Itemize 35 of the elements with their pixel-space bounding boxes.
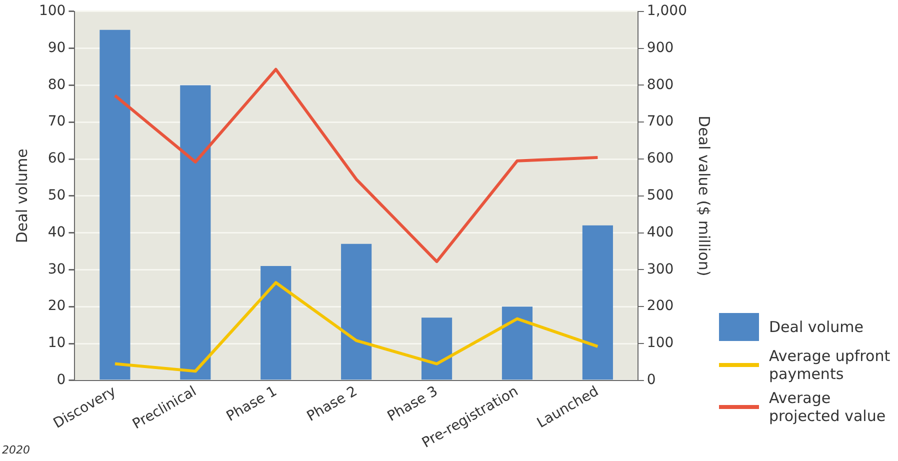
y-tick-label: 50 (48, 188, 66, 204)
y2-tick-label: 0 (646, 372, 656, 388)
y2-tick-label: 500 (646, 188, 674, 204)
legend-label: Deal volume (769, 318, 864, 336)
y-tick-label: 0 (56, 372, 66, 388)
y2-tick-label: 700 (646, 114, 674, 130)
bar (582, 225, 613, 380)
bar (180, 85, 211, 380)
bar (502, 306, 533, 380)
y2-tick-label: 600 (646, 150, 674, 167)
legend-label: Average projected value (769, 389, 887, 425)
y-tick-label: 60 (48, 150, 66, 167)
y2-tick-label: 100 (646, 335, 674, 352)
y-tick-label: 40 (48, 224, 66, 240)
y-tick-label: 80 (48, 76, 66, 93)
y-axis-title: Deal volume (12, 148, 31, 244)
bar (421, 318, 452, 380)
y2-axis-title: Deal value ($ million) (695, 116, 714, 276)
y2-tick-label: 200 (646, 298, 674, 314)
y-tick-label: 70 (48, 114, 66, 130)
bar (341, 244, 372, 380)
text: 2020 (2, 443, 30, 456)
y-tick-label: 100 (38, 3, 66, 20)
y2-tick-label: 300 (646, 261, 674, 278)
y2-tick-label: 800 (646, 76, 674, 93)
y-tick-label: 90 (48, 40, 66, 56)
y2-tick-label: 400 (646, 224, 674, 240)
y2-tick-label: 900 (646, 40, 674, 56)
y2-tick-label: 1,000 (646, 3, 688, 20)
y-tick-label: 30 (48, 261, 66, 278)
bar (100, 30, 130, 380)
y-tick-label: 20 (48, 298, 66, 314)
y-tick-label: 10 (48, 335, 66, 352)
bar (260, 266, 292, 380)
legend-label: Average upfront payments (769, 347, 892, 383)
